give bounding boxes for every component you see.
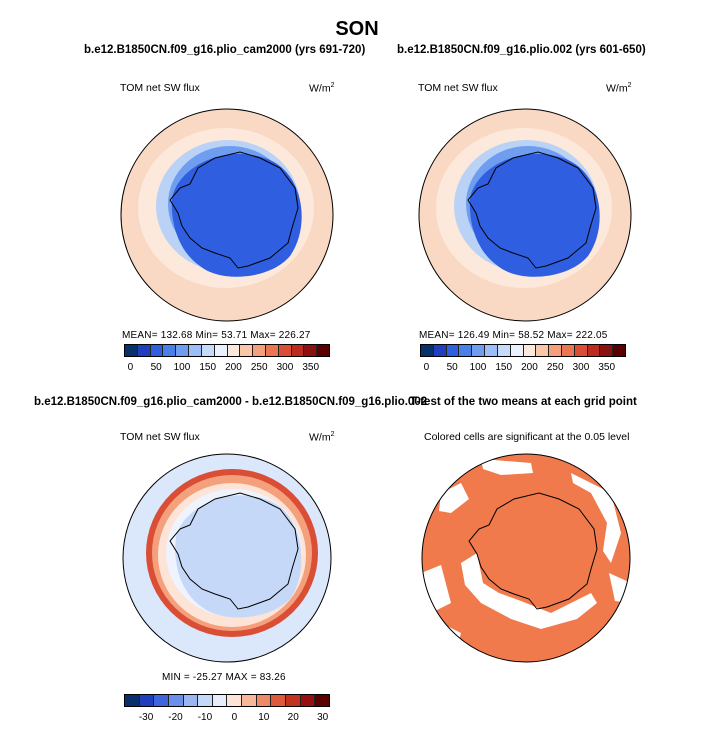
colorbar-swatch [300,695,316,706]
colorbar-tick-label: 0 [423,362,430,373]
colorbar-tick-label: 10 [258,712,270,723]
colorbar-swatch [421,345,434,356]
colorbar-swatch [125,695,140,706]
colorbar-swatch [433,345,447,356]
colorbar-tick-label: 200 [225,362,242,373]
colorbar-tick-label: 300 [276,362,294,373]
colorbar-swatch [176,345,190,356]
colorbar-swatch [561,345,575,356]
colorbar-swatch [265,345,279,356]
panel-3-header: b.e12.B1850CN.f09_g16.plio_cam2000 - b.e… [34,396,428,408]
colorbar-tick-label: 150 [495,362,513,373]
colorbar-swatch [242,695,257,706]
colorbar-tick-label: 250 [250,362,268,373]
colorbar-swatch [497,345,511,356]
panel-4-header: T-test of the two means at each grid poi… [410,396,637,408]
panel-2-variable: TOM net SW flux [418,82,498,94]
colorbar-swatch [227,695,243,706]
colorbar-tick-label: 30 [317,712,329,723]
colorbar-swatch [183,695,199,706]
colorbar-swatch [163,345,177,356]
panel-3-stats: MIN = -25.27 MAX = 83.26 [162,672,286,683]
colorbar-swatch [271,695,287,706]
colorbar-tick-label: -20 [168,712,183,723]
colorbar-swatch [198,695,213,706]
colorbar-tick-label: 0 [127,362,134,373]
colorbar-swatch [168,695,184,706]
panel-3-polar-map [122,453,332,663]
colorbar-swatch [291,345,305,356]
colorbar-swatch [214,345,228,356]
colorbar-swatch [240,345,254,356]
colorbar-swatch [485,345,498,356]
colorbar-tick-label: 100 [173,362,191,373]
panel-1-colorbar [124,344,330,357]
panel-1-stats: MEAN= 132.68 Min= 53.71 Max= 226.27 [122,330,311,341]
colorbar-swatch [278,345,292,356]
colorbar-swatch [536,345,550,356]
colorbar-swatch [201,345,215,356]
panel-1-variable: TOM net SW flux [120,82,200,94]
panel-2-polar-map [418,108,632,322]
colorbar-tick-label: 50 [446,362,458,373]
colorbar-tick-label: 250 [546,362,564,373]
colorbar-swatch [317,345,329,356]
colorbar-swatch [472,345,486,356]
colorbar-swatch [125,345,138,356]
colorbar-tick-label: 150 [199,362,217,373]
colorbar-swatch [523,345,537,356]
colorbar-swatch [510,345,524,356]
colorbar-swatch [304,345,318,356]
colorbar-swatch [150,345,164,356]
colorbar-swatch [549,345,562,356]
panel-4-significance-map [421,453,631,663]
colorbar-swatch [286,695,301,706]
colorbar-tick-label: 350 [598,362,616,373]
colorbar-swatch [256,695,272,706]
colorbar-swatch [459,345,473,356]
colorbar-swatch [253,345,266,356]
colorbar-swatch [137,345,151,356]
colorbar-swatch [189,345,202,356]
colorbar-swatch [227,345,241,356]
panel-3-colorbar [124,694,330,707]
panel-3-variable: TOM net SW flux [120,431,200,443]
figure-title: SON [335,18,379,40]
colorbar-swatch [587,345,601,356]
colorbar-tick-label: 100 [469,362,487,373]
colorbar-swatch [613,345,625,356]
panel-2-stats: MEAN= 126.49 Min= 58.52 Max= 222.05 [419,330,608,341]
panel-2-units: W/m2 [606,82,632,95]
panel-1-units: W/m2 [309,82,335,95]
colorbar-swatch [574,345,588,356]
panel-3-units: W/m2 [309,431,335,444]
panel-2-colorbar [420,344,626,357]
colorbar-tick-label: -10 [197,712,213,723]
colorbar-tick-label: 50 [150,362,162,373]
panel-4-subtitle: Colored cells are significant at the 0.0… [424,431,630,443]
colorbar-swatch [154,695,169,706]
panel-2-header: b.e12.B1850CN.f09_g16.plio.002 (yrs 601-… [397,44,646,56]
colorbar-swatch [212,695,228,706]
panel-1-polar-map [120,108,334,322]
colorbar-swatch [600,345,614,356]
colorbar-tick-label: 350 [302,362,320,373]
colorbar-swatch [139,695,155,706]
colorbar-tick-label: 200 [521,362,538,373]
colorbar-tick-label: 0 [231,712,238,723]
colorbar-tick-label: 20 [287,712,299,723]
colorbar-tick-label: -30 [138,712,154,723]
colorbar-swatch [446,345,460,356]
colorbar-tick-label: 300 [572,362,590,373]
colorbar-swatch [315,695,329,706]
panel-1-header: b.e12.B1850CN.f09_g16.plio_cam2000 (yrs … [84,44,366,56]
